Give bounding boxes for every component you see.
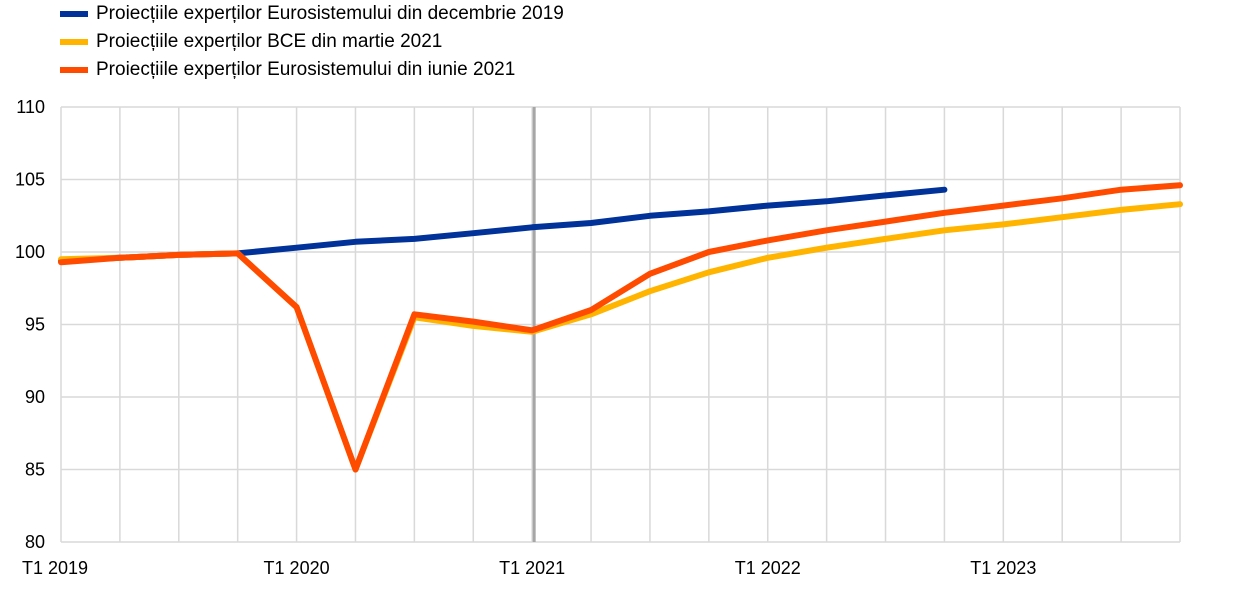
legend-label-dec-2019: Proiecțiile experților Eurosistemului di… xyxy=(96,3,564,24)
grid xyxy=(60,106,1181,543)
axes: 80 85 90 95 100 105 110 T1 2019 T1 2020 T1 2021 T1… xyxy=(15,97,1036,578)
legend-swatch-jun-2021 xyxy=(60,67,88,73)
legend-swatch-mar-2021 xyxy=(60,39,88,45)
y-tick-label: 100 xyxy=(15,242,45,262)
legend-swatch-dec-2019 xyxy=(60,11,88,17)
y-tick-label: 85 xyxy=(25,460,45,480)
y-tick-label: 95 xyxy=(25,315,45,335)
legend: Proiecțiile experților Eurosistemului di… xyxy=(60,0,564,84)
legend-label-mar-2021: Proiecțiile experților BCE din martie 20… xyxy=(96,31,443,52)
legend-item-jun-2021: Proiecțiile experților Eurosistemului di… xyxy=(60,56,564,84)
y-tick-label: 90 xyxy=(25,387,45,407)
y-tick-label: 110 xyxy=(16,97,45,117)
x-tick-label: T1 2021 xyxy=(499,558,565,578)
series-line-mar-2021 xyxy=(58,201,1183,473)
legend-label-jun-2021: Proiecțiile experților Eurosistemului di… xyxy=(96,59,516,80)
legend-item-mar-2021: Proiecțiile experților BCE din martie 20… xyxy=(60,28,564,56)
series-line-jun-2021 xyxy=(58,182,1183,473)
series-group xyxy=(58,182,1183,473)
y-tick-label: 80 xyxy=(25,532,45,552)
legend-item-dec-2019: Proiecțiile experților Eurosistemului di… xyxy=(60,0,564,28)
x-tick-label: T1 2020 xyxy=(264,558,330,578)
y-tick-label: 105 xyxy=(15,170,45,190)
x-tick-label: T1 2019 xyxy=(22,558,88,578)
x-tick-label: T1 2022 xyxy=(735,558,801,578)
x-tick-label: T1 2023 xyxy=(970,558,1036,578)
